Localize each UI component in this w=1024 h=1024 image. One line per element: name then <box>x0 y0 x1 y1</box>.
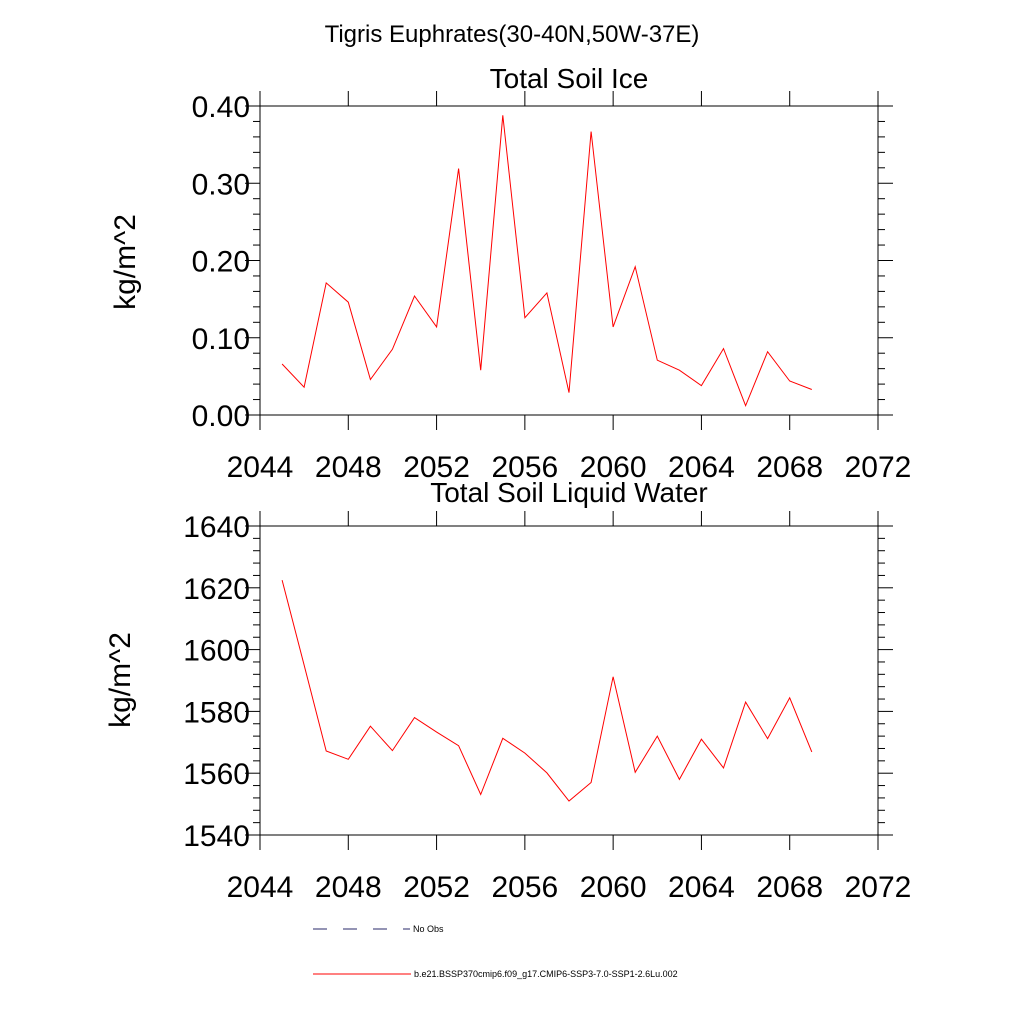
y-tick-label: 1640 <box>183 511 250 544</box>
axis-tick-labels: 2044 2048 2052 2056 2060 2064 2068 2072 0.00 0.10… <box>192 91 912 484</box>
x-tick-label: 2044 <box>227 871 294 904</box>
x-tick-label: 2072 <box>845 871 912 904</box>
panel-title: Total Soil Liquid Water <box>430 477 708 508</box>
legend-label: No Obs <box>413 924 444 934</box>
x-tick-label: 2068 <box>756 451 823 484</box>
legend-item-model-run: b.e21.BSSP370cmip6.f09_g17.CMIP6-SSP3-7.… <box>313 969 678 979</box>
x-tick-label: 2068 <box>756 871 823 904</box>
y-tick-label: 1580 <box>183 696 250 729</box>
legend: No Obs b.e21.BSSP370cmip6.f09_g17.CMIP6-… <box>313 924 678 979</box>
y-tick-label: 1540 <box>183 820 250 853</box>
x-tick-label: 2048 <box>315 871 382 904</box>
x-tick-label: 2052 <box>403 451 470 484</box>
y-axis-label: kg/m^2 <box>109 214 142 310</box>
axis-ticks <box>245 91 893 430</box>
axis-tick-labels: 2044 2048 2052 2056 2060 2064 2068 2072 1540 1560… <box>183 511 911 904</box>
x-tick-label: 2052 <box>403 871 470 904</box>
x-tick-label: 2056 <box>491 871 558 904</box>
panel-title: Total Soil Ice <box>490 63 649 94</box>
y-tick-label: 0.40 <box>192 91 250 124</box>
y-tick-label: 0.10 <box>192 323 250 356</box>
axis-ticks <box>245 511 893 850</box>
figure-title: Tigris Euphrates(30-40N,50W-37E) <box>325 21 700 48</box>
y-tick-label: 0.30 <box>192 168 250 201</box>
panel-soil-ice: Total Soil Ice kg/m^2 2044 2048 2052 2056 20… <box>109 63 911 484</box>
panel-soil-liquid-water: Total Soil Liquid Water kg/m^2 2044 2048 2… <box>104 477 911 904</box>
legend-label: b.e21.BSSP370cmip6.f09_g17.CMIP6-SSP3-7.… <box>414 969 678 979</box>
y-tick-label: 1600 <box>183 635 250 668</box>
y-tick-label: 0.20 <box>192 246 250 279</box>
series-line <box>281 579 813 802</box>
y-tick-label: 1620 <box>183 573 250 606</box>
x-tick-label: 2060 <box>580 451 647 484</box>
y-axis-label: kg/m^2 <box>104 632 137 728</box>
x-tick-label: 2044 <box>227 451 294 484</box>
y-tick-label: 0.00 <box>192 400 250 433</box>
plot-frame <box>259 105 879 416</box>
x-tick-label: 2064 <box>668 451 735 484</box>
series-group <box>281 579 813 802</box>
series-line <box>281 115 812 408</box>
plot-frame <box>259 525 879 836</box>
x-tick-label: 2056 <box>491 451 558 484</box>
y-tick-label: 1560 <box>183 758 250 791</box>
x-tick-label: 2060 <box>580 871 647 904</box>
series-group <box>281 115 812 408</box>
x-tick-label: 2072 <box>845 451 912 484</box>
legend-item-no-obs: No Obs <box>313 924 444 934</box>
x-tick-label: 2048 <box>315 451 382 484</box>
x-tick-label: 2064 <box>668 871 735 904</box>
